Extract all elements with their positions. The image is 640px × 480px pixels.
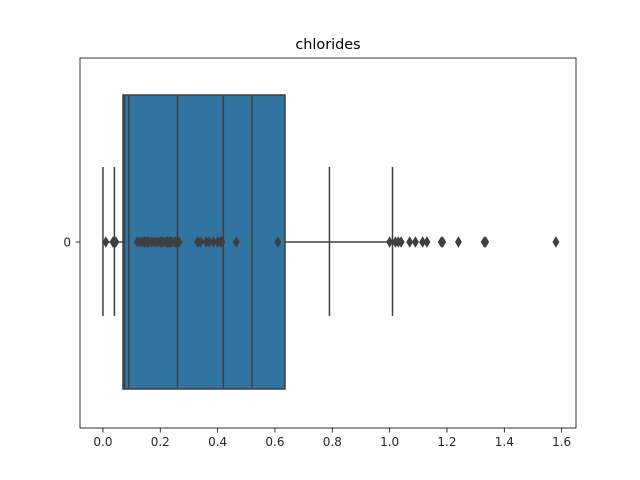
flier-point [397, 236, 405, 248]
x-tick-label: 1.0 [380, 435, 399, 449]
flier-point [423, 236, 431, 248]
flier-point [112, 236, 120, 248]
x-tick-label: 1.4 [495, 435, 514, 449]
flier-point [482, 236, 490, 248]
flier-point [406, 236, 414, 248]
flier-point [274, 236, 282, 248]
x-axis: 0.0 0.2 0.4 0.6 0.8 1.0 1.2 1.4 1.6 [93, 428, 571, 449]
x-tick-label: 0.8 [323, 435, 342, 449]
axes-frame [79, 57, 577, 429]
flier-point [439, 236, 447, 248]
flier-point [552, 236, 560, 248]
flier-point [411, 236, 419, 248]
flier-point [232, 236, 240, 248]
flier-point [386, 236, 394, 248]
x-tick-label: 0.6 [265, 435, 284, 449]
y-tick-label: 0 [63, 236, 71, 250]
x-tick-label: 1.2 [437, 435, 456, 449]
flier-point [218, 236, 226, 248]
x-tick-label: 0.2 [151, 435, 170, 449]
y-axis: 0 [63, 236, 80, 250]
flier-point [102, 236, 110, 248]
x-tick-label: 0.0 [93, 435, 112, 449]
flier-point [196, 236, 204, 248]
x-tick-label: 0.4 [208, 435, 227, 449]
flier-point [175, 236, 183, 248]
x-tick-label: 1.6 [552, 435, 571, 449]
plot-layer [102, 94, 560, 390]
flier-point [454, 236, 462, 248]
chart-title: chlorides [295, 37, 360, 53]
